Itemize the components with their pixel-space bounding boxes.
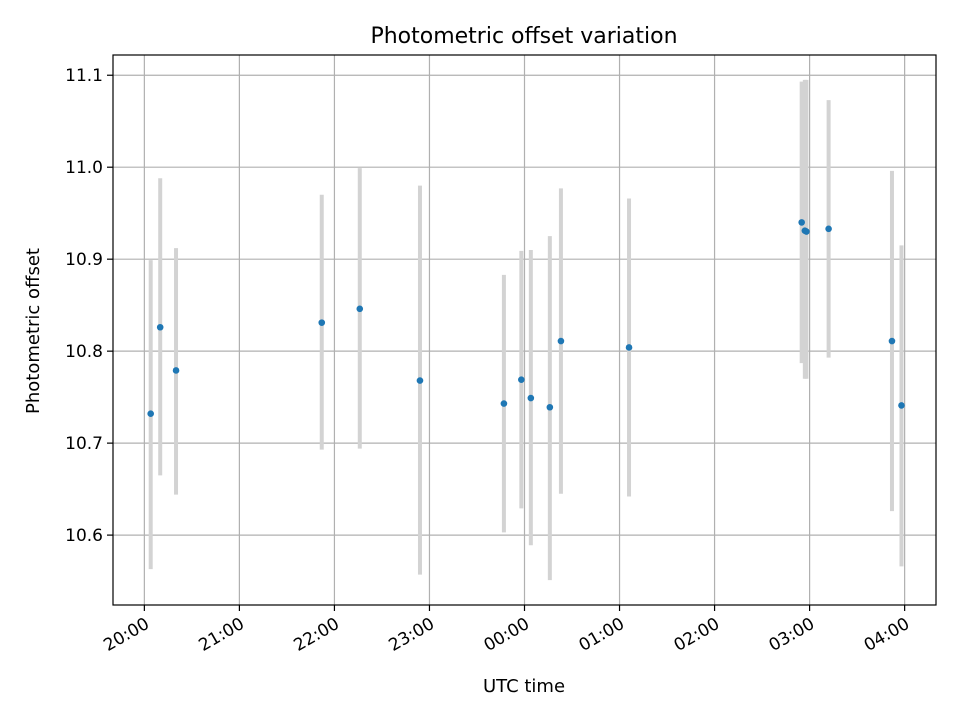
y-tick-label: 10.9 bbox=[65, 250, 103, 270]
data-point bbox=[518, 376, 525, 383]
grid-lines bbox=[113, 55, 936, 605]
data-point bbox=[356, 305, 364, 313]
chart-title: Photometric offset variation bbox=[370, 24, 677, 49]
y-tick-label: 10.7 bbox=[65, 434, 103, 454]
data-point bbox=[546, 403, 554, 411]
y-tick-label: 11.1 bbox=[65, 66, 103, 86]
data-point bbox=[803, 228, 810, 235]
data-point bbox=[625, 344, 633, 351]
data-point bbox=[318, 319, 326, 326]
data-point bbox=[172, 367, 180, 374]
y-axis-ticks: 10.6 10.7 10.8 10.9 11.0 11.1 bbox=[65, 66, 113, 546]
data-point bbox=[888, 337, 896, 345]
y-tick-label: 11.0 bbox=[65, 158, 103, 178]
data-point bbox=[825, 225, 832, 233]
data-point bbox=[416, 377, 424, 384]
data-point bbox=[557, 337, 565, 345]
data-point bbox=[798, 219, 805, 226]
data-point bbox=[898, 402, 905, 409]
x-axis-label: UTC time bbox=[483, 676, 565, 697]
data-points bbox=[147, 219, 905, 417]
y-tick-label: 10.6 bbox=[65, 526, 103, 546]
y-tick-label: 10.8 bbox=[65, 342, 103, 362]
data-point bbox=[527, 394, 535, 402]
data-point bbox=[156, 323, 164, 331]
y-axis-label: Photometric offset bbox=[23, 248, 44, 414]
data-point bbox=[500, 400, 508, 407]
data-point bbox=[147, 410, 154, 417]
